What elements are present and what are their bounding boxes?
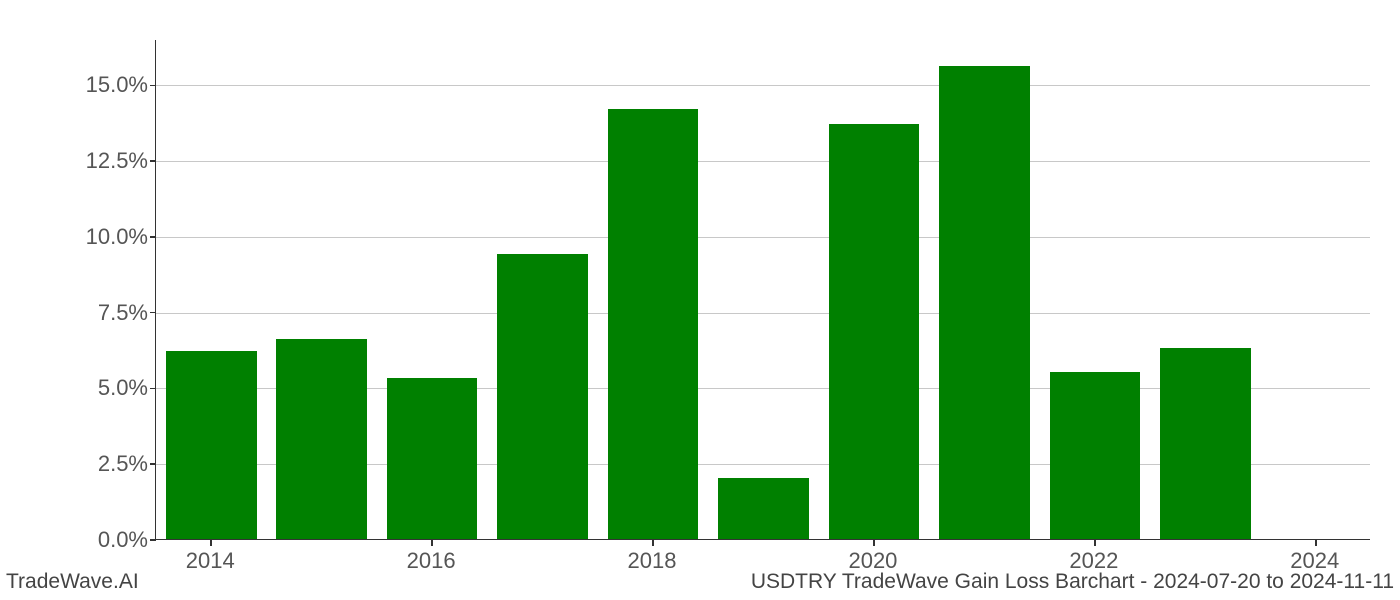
xtick-label: 2020 (848, 548, 897, 574)
ytick-mark (150, 85, 156, 87)
xtick-label: 2014 (186, 548, 235, 574)
xtick-mark (873, 540, 875, 546)
ytick-mark (150, 539, 156, 541)
xtick-mark (1094, 540, 1096, 546)
bar (497, 254, 588, 539)
ytick-label: 2.5% (68, 451, 148, 477)
footer-brand: TradeWave.AI (6, 570, 139, 594)
ytick-label: 0.0% (68, 527, 148, 553)
ytick-mark (150, 160, 156, 162)
ytick-label: 5.0% (68, 375, 148, 401)
ytick-mark (150, 236, 156, 238)
xtick-label: 2018 (628, 548, 677, 574)
gridline (156, 313, 1370, 314)
gridline (156, 85, 1370, 86)
bar (166, 351, 257, 539)
bar (387, 378, 478, 539)
bar (939, 66, 1030, 539)
xtick-label: 2022 (1069, 548, 1118, 574)
ytick-label: 12.5% (68, 148, 148, 174)
bar (1160, 348, 1251, 539)
xtick-label: 2024 (1290, 548, 1339, 574)
xtick-label: 2016 (407, 548, 456, 574)
xtick-mark (1315, 540, 1317, 546)
bar (829, 124, 920, 539)
xtick-mark (652, 540, 654, 546)
chart-container: TradeWave.AI USDTRY TradeWave Gain Loss … (0, 0, 1400, 600)
gridline (156, 161, 1370, 162)
ytick-mark (150, 312, 156, 314)
gridline (156, 237, 1370, 238)
ytick-label: 15.0% (68, 72, 148, 98)
bar (718, 478, 809, 539)
bar (276, 339, 367, 539)
bar (608, 109, 699, 539)
bar (1050, 372, 1141, 539)
xtick-mark (431, 540, 433, 546)
ytick-label: 7.5% (68, 300, 148, 326)
plot-area (155, 40, 1370, 540)
ytick-label: 10.0% (68, 224, 148, 250)
xtick-mark (210, 540, 212, 546)
ytick-mark (150, 388, 156, 390)
ytick-mark (150, 463, 156, 465)
